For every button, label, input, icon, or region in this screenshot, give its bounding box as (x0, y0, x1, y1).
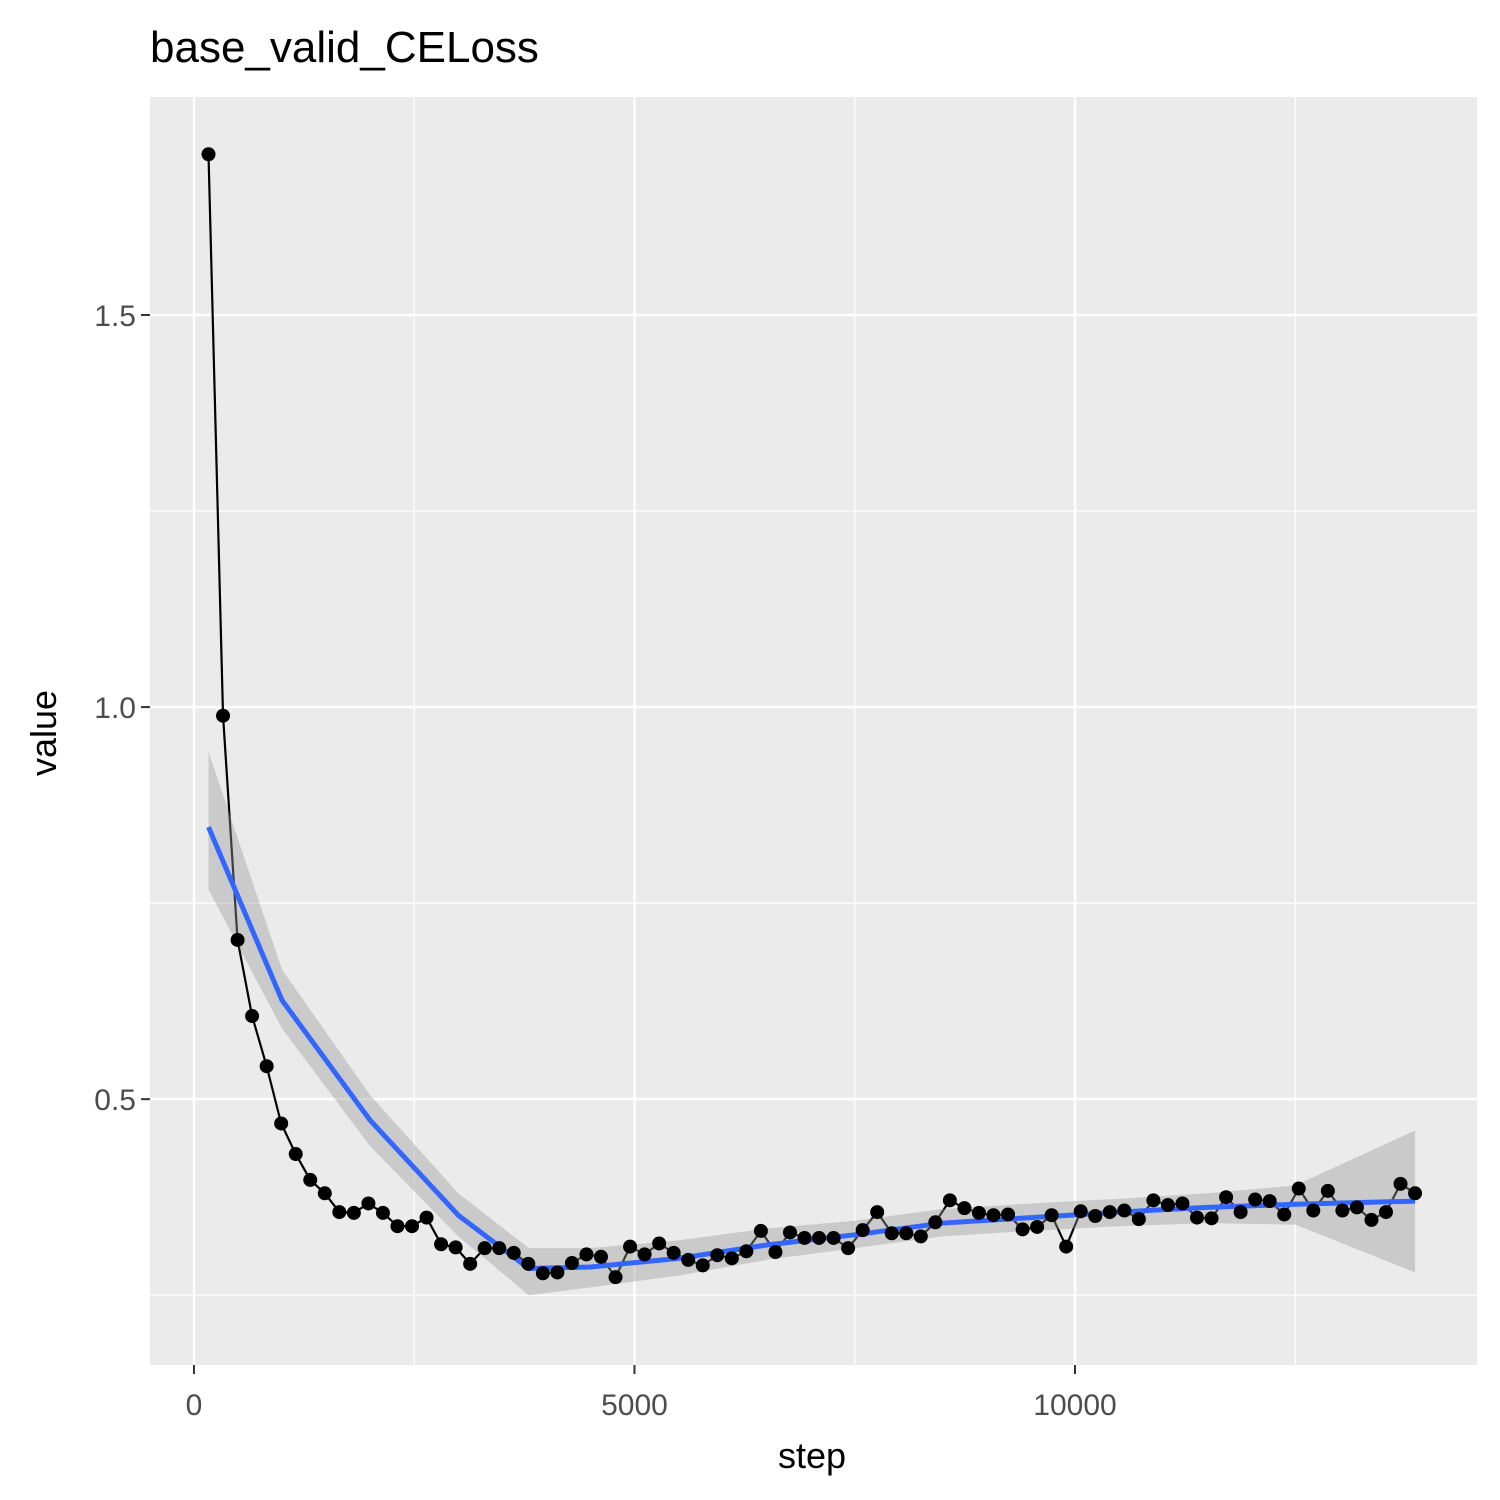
point (957, 1201, 972, 1216)
point (1248, 1192, 1263, 1207)
x-tick-label: 5000 (601, 1389, 668, 1422)
point (884, 1226, 899, 1241)
y-tick-label: 1.0 (94, 692, 136, 725)
point (1088, 1209, 1103, 1224)
point (724, 1251, 739, 1266)
point (521, 1256, 536, 1271)
point (739, 1244, 754, 1259)
point (1102, 1205, 1117, 1220)
point (593, 1249, 608, 1264)
point (681, 1252, 696, 1267)
x-tick-label: 0 (186, 1389, 203, 1422)
point (317, 1186, 332, 1201)
point (1378, 1205, 1393, 1220)
point (550, 1265, 565, 1280)
point (1160, 1198, 1175, 1213)
point (826, 1230, 841, 1245)
y-tick-label: 1.5 (94, 300, 136, 333)
point (812, 1230, 827, 1245)
point (753, 1223, 768, 1238)
point (1073, 1204, 1088, 1219)
point (201, 147, 216, 162)
point (768, 1245, 783, 1260)
point (1131, 1212, 1146, 1227)
smooth-line (206, 826, 1416, 1272)
point (986, 1208, 1001, 1223)
point (1349, 1200, 1364, 1215)
point (710, 1248, 725, 1263)
point (1262, 1194, 1277, 1209)
point (1117, 1203, 1132, 1218)
point (1030, 1219, 1045, 1234)
point (390, 1219, 405, 1234)
point (1204, 1211, 1219, 1226)
point (332, 1205, 347, 1220)
point (1277, 1207, 1292, 1222)
point (579, 1247, 594, 1262)
point (971, 1205, 986, 1220)
point (274, 1116, 289, 1131)
point (782, 1225, 797, 1240)
y-tick-label: 0.5 (94, 1084, 136, 1117)
point (303, 1172, 318, 1187)
point (1044, 1208, 1059, 1223)
point (608, 1270, 623, 1285)
point (623, 1239, 638, 1254)
point (288, 1147, 303, 1162)
point (230, 932, 245, 947)
point (942, 1193, 957, 1208)
point (652, 1236, 667, 1251)
point (1364, 1212, 1379, 1227)
panel (150, 97, 1477, 1365)
point (797, 1230, 812, 1245)
point (928, 1215, 943, 1230)
point (448, 1240, 463, 1255)
point (1146, 1193, 1161, 1208)
point (899, 1226, 914, 1241)
point (1306, 1203, 1321, 1218)
point (506, 1245, 521, 1260)
point (637, 1247, 652, 1262)
point (913, 1229, 928, 1244)
point (361, 1196, 376, 1211)
chart-title: base_valid_CELoss (150, 23, 539, 72)
point (564, 1256, 579, 1271)
point (375, 1205, 390, 1220)
point (259, 1059, 274, 1074)
point (855, 1223, 870, 1238)
point (695, 1258, 710, 1273)
point (841, 1241, 856, 1256)
point (346, 1205, 361, 1220)
point (1291, 1181, 1306, 1196)
point (419, 1210, 434, 1225)
point (1335, 1203, 1350, 1218)
point (216, 708, 231, 723)
point (477, 1241, 492, 1256)
point (245, 1009, 260, 1024)
y-axis-label: value (23, 690, 64, 776)
point (1190, 1210, 1205, 1225)
point (1233, 1205, 1248, 1220)
point (463, 1256, 478, 1271)
point (1393, 1176, 1408, 1191)
point (1320, 1183, 1335, 1198)
point (1015, 1222, 1030, 1237)
point (1001, 1207, 1016, 1222)
point (1408, 1186, 1423, 1201)
point (666, 1245, 681, 1260)
point (434, 1237, 449, 1252)
point (1219, 1190, 1234, 1205)
point (405, 1219, 420, 1234)
x-tick-label: 10000 (1033, 1389, 1116, 1422)
point (1175, 1196, 1190, 1211)
point (870, 1205, 885, 1220)
point (1059, 1239, 1074, 1254)
point (492, 1241, 507, 1256)
point (535, 1266, 550, 1281)
x-axis-label: step (778, 1435, 846, 1476)
